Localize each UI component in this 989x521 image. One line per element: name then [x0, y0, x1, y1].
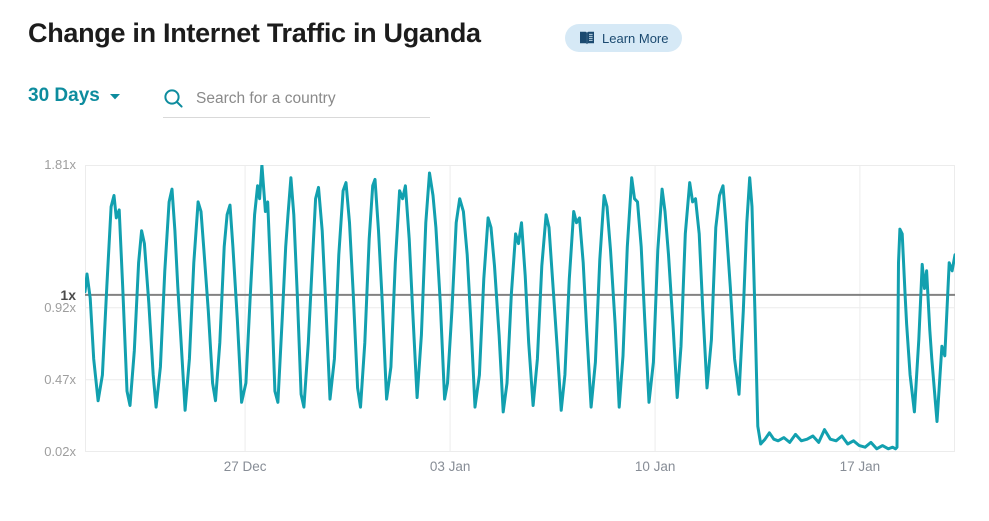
traffic-line-chart	[85, 165, 955, 452]
y-axis-tick-label: 0.47x	[44, 371, 76, 387]
y-axis-tick-label: 0.92x	[44, 299, 76, 315]
x-axis-tick-label: 27 Dec	[223, 459, 267, 474]
y-axis-tick-label: 0.02x	[44, 444, 76, 459]
y-axis-baseline-label: 1x	[60, 286, 76, 303]
book-icon	[579, 31, 595, 45]
x-axis-tick-label: 03 Jan	[429, 459, 471, 474]
search-bar	[163, 80, 430, 118]
chevron-down-icon	[109, 91, 121, 101]
range-label: 30 Days	[28, 85, 100, 106]
x-axis-tick-label: 10 Jan	[634, 459, 676, 474]
range-dropdown[interactable]: 30 Days	[28, 85, 121, 107]
learn-more-label: Learn More	[602, 30, 669, 46]
x-axis-tick-label: 17 Jan	[839, 459, 881, 474]
learn-more-button[interactable]: Learn More	[565, 24, 683, 52]
search-input[interactable]	[196, 89, 430, 108]
y-axis-tick-label: 1.81x	[44, 157, 76, 172]
page-title: Change in Internet Traffic in Uganda	[28, 18, 481, 48]
search-icon	[163, 88, 184, 109]
